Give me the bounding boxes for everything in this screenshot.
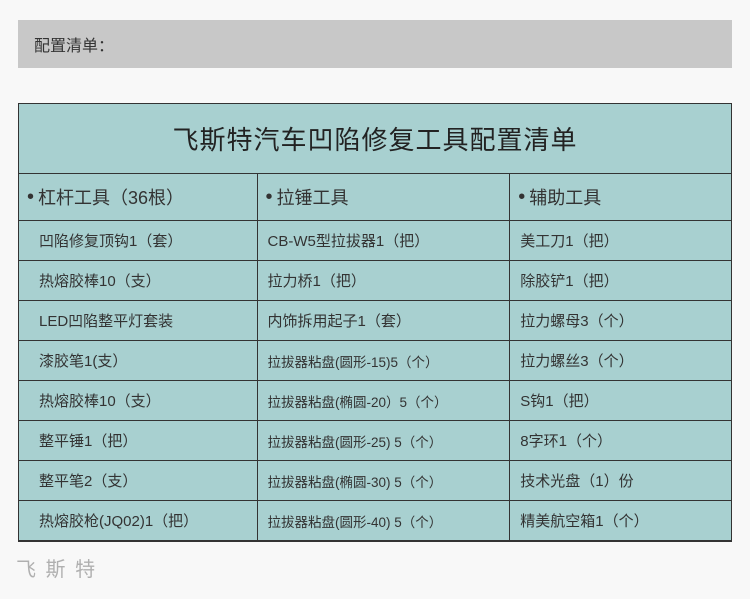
table-cell: 精美航空箱1（个） [510,501,731,541]
table-cell: 漆胶笔1(支） [19,341,258,381]
table-cell: 拉拔器粘盘(椭圆-20）5（个） [258,381,511,421]
cell-text: 热熔胶棒10（支） [39,390,161,411]
cell-text: 凹陷修复顶钩1（套） [39,230,182,251]
cell-text: 拉拔器粘盘(圆形-25) 5（个） [268,431,443,451]
cell-text: 拉拔器粘盘(圆形-40) 5（个） [268,511,443,531]
table-cell: 热熔胶棒10（支） [19,381,258,421]
cell-text: CB-W5型拉拔器1（把） [268,230,430,251]
table-cell: 凹陷修复顶钩1（套） [19,221,258,261]
table-cell: 热熔胶枪(JQ02)1（把） [19,501,258,541]
bullet-icon: • [27,186,34,209]
cell-text: 拉力桥1（把） [268,270,366,291]
table-cell: 拉拔器粘盘(圆形-25) 5（个） [258,421,511,461]
cell-text: LED凹陷整平灯套装 [39,310,173,331]
table-title: 飞斯特汽车凹陷修复工具配置清单 [19,104,731,174]
section-header-text: 配置清单： [34,38,114,55]
table-cell: 拉拔器粘盘(圆形-40) 5（个） [258,501,511,541]
cell-text: 精美航空箱1（个） [520,510,648,531]
cell-text: 内饰拆用起子1（套） [268,310,411,331]
section-header: 配置清单： [18,20,732,68]
table-cell: 拉力桥1（把） [258,261,511,301]
cell-text: S钩1（把） [520,390,598,411]
table-cell: 拉拔器粘盘(圆形-15)5（个） [258,341,511,381]
bullet-icon: • [266,186,273,209]
cell-text: 热熔胶枪(JQ02)1（把） [39,510,198,531]
table-grid: • 杠杆工具（36根） • 拉锤工具 • 辅助工具 凹陷修复顶钩1（套） CB-… [19,174,731,541]
table-cell: 热熔胶棒10（支） [19,261,258,301]
table-cell: 拉力螺丝3（个） [510,341,731,381]
cell-text: 拉拔器粘盘(椭圆-30) 5（个） [268,471,443,491]
cell-text: 美工刀1（把） [520,230,618,251]
config-table: 飞斯特汽车凹陷修复工具配置清单 • 杠杆工具（36根） • 拉锤工具 • 辅助工… [18,103,732,542]
table-cell: S钩1（把） [510,381,731,421]
col2-header-text: 拉锤工具 [277,184,349,210]
col1-header: • 杠杆工具（36根） [19,174,258,221]
cell-text: 技术光盘（1）份 [520,470,633,491]
table-cell: 内饰拆用起子1（套） [258,301,511,341]
table-cell: 8字环1（个） [510,421,731,461]
table-cell: LED凹陷整平灯套装 [19,301,258,341]
cell-text: 热熔胶棒10（支） [39,270,161,291]
cell-text: 拉力螺丝3（个） [520,350,633,371]
cell-text: 拉拔器粘盘(圆形-15)5（个） [268,351,439,371]
table-cell: 拉力螺母3（个） [510,301,731,341]
col1-header-text: 杠杆工具（36根） [38,184,184,210]
table-cell: 拉拔器粘盘(椭圆-30) 5（个） [258,461,511,501]
cell-text: 拉拔器粘盘(椭圆-20）5（个） [268,391,448,411]
table-cell: CB-W5型拉拔器1（把） [258,221,511,261]
table-cell: 技术光盘（1）份 [510,461,731,501]
cell-text: 整平笔2（支） [39,470,137,491]
cell-text: 拉力螺母3（个） [520,310,633,331]
col3-header: • 辅助工具 [510,174,731,221]
cell-text: 整平锤1（把） [39,430,137,451]
watermark: 飞 斯 特 [16,553,97,582]
col2-header: • 拉锤工具 [258,174,511,221]
cell-text: 8字环1（个） [520,430,612,451]
table-cell: 整平笔2（支） [19,461,258,501]
cell-text: 除胶铲1（把） [520,270,618,291]
bullet-icon: • [518,186,525,209]
table-cell: 美工刀1（把） [510,221,731,261]
cell-text: 漆胶笔1(支） [39,350,127,371]
col3-header-text: 辅助工具 [529,184,601,210]
table-cell: 整平锤1（把） [19,421,258,461]
table-cell: 除胶铲1（把） [510,261,731,301]
